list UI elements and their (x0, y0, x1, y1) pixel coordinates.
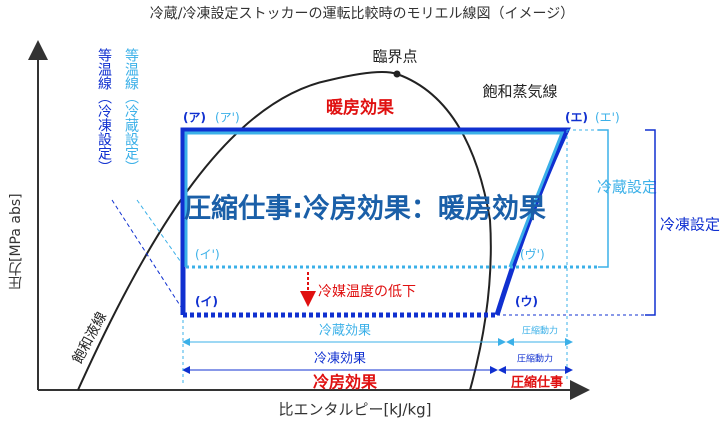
point-label: (エ') (595, 111, 620, 125)
freeze-cycle (180, 127, 571, 316)
saturated-liquid-label: 飽和液線 (69, 309, 110, 366)
point-label: (イ) (195, 295, 218, 309)
title: 冷蔵/冷凍設定ストッカーの運転比較時のモリエル線図（イメージ） (150, 6, 574, 22)
bracket-label: 冷凍設定 (660, 216, 720, 234)
point-label: (ア) (183, 111, 206, 125)
critical-point-label: 臨界点 (372, 48, 417, 66)
dimension-label: 冷蔵効果 (319, 324, 371, 339)
bracket (645, 129, 656, 316)
isotherm-freeze-label: 等温線（冷凍設定） (96, 47, 112, 174)
isotherm-chill-label: 等温線（冷蔵設定） (123, 47, 139, 174)
bracket (598, 129, 609, 268)
saturated-vapor-label: 飽和蒸気線 (482, 83, 557, 101)
dimension-label: 圧縮動力 (522, 325, 558, 337)
bracket-label: 冷蔵設定 (597, 178, 657, 196)
compression-work: 圧縮仕事 (511, 375, 563, 391)
point-label: (ヴ') (520, 247, 545, 262)
point-label: (ウ) (515, 295, 538, 309)
bracket-label-text: 冷蔵設定 (597, 178, 657, 196)
isotherm-line (136, 199, 184, 266)
temp-drop-label: 冷媒温度の低下 (318, 284, 416, 300)
dimension-label: 冷凍効果 (314, 351, 366, 367)
critical-point (393, 70, 401, 78)
point-label: (エ) (565, 111, 588, 125)
dimension-label: 圧縮動力 (517, 353, 553, 365)
y-axis-label: 圧力[MPa abs] (8, 193, 24, 290)
point-label: (ア') (215, 111, 240, 125)
chill-cycle (184, 131, 565, 268)
isotherm-line (111, 199, 184, 311)
headline: 圧縮仕事:冷房効果：暖房効果 (184, 193, 546, 225)
cooling-effect: 冷房効果 (313, 373, 377, 392)
x-axis-label: 比エンタルピー[kJ/kg] (278, 401, 431, 419)
point-label: (イ') (195, 248, 220, 262)
heating-effect: 暖房効果 (326, 97, 394, 118)
